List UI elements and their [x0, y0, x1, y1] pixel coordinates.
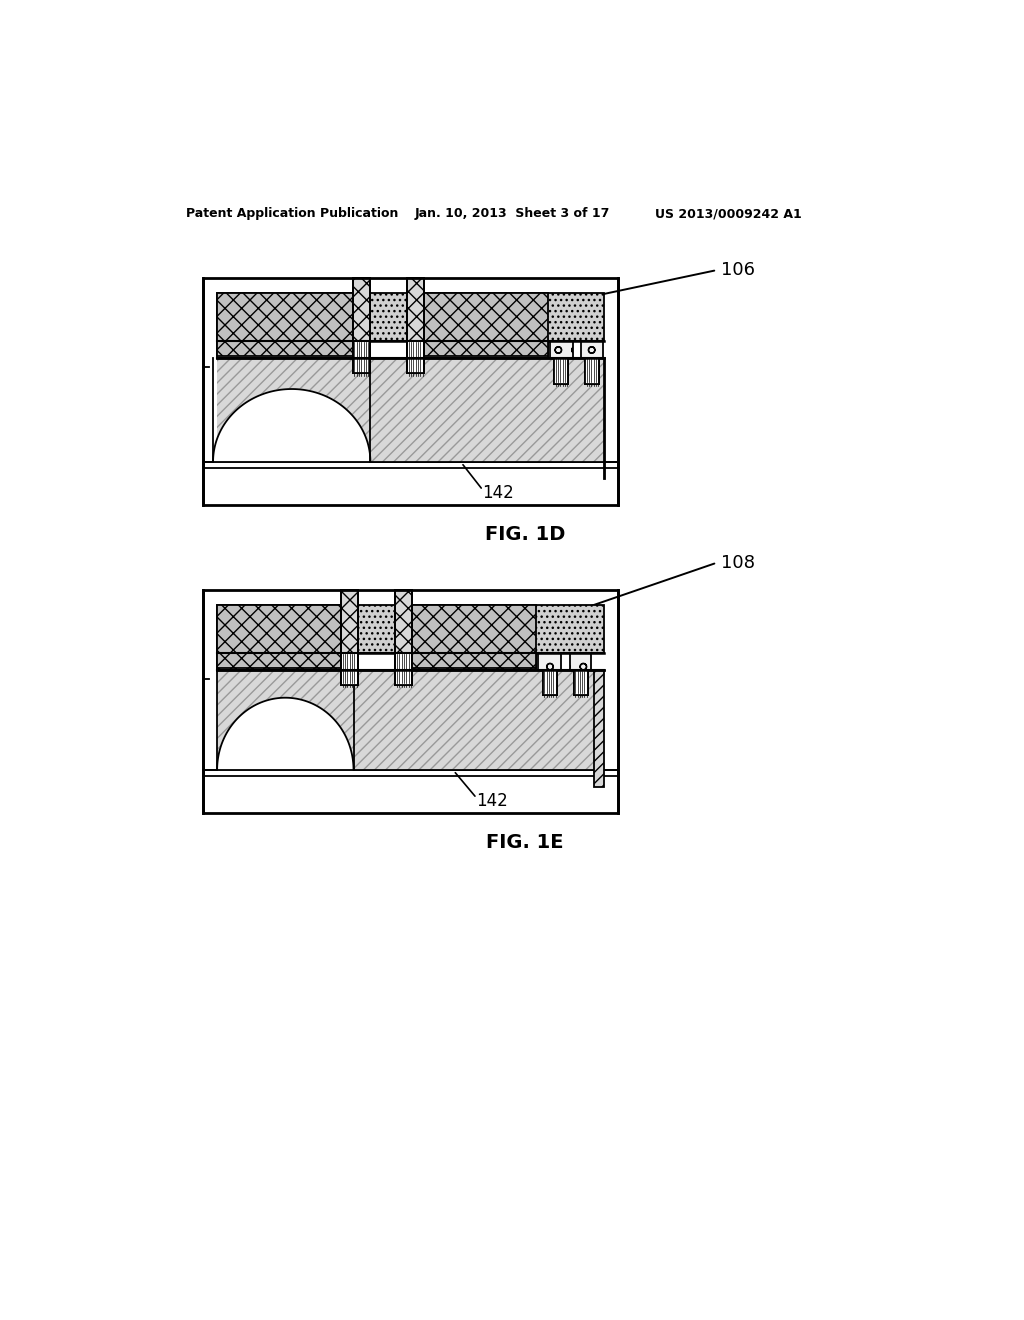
Bar: [543, 669, 557, 694]
Bar: [424, 293, 548, 356]
Text: FIG. 1E: FIG. 1E: [486, 833, 563, 851]
Text: US 2013/0009242 A1: US 2013/0009242 A1: [655, 207, 802, 220]
Bar: [395, 605, 413, 685]
Bar: [217, 293, 352, 356]
Bar: [203, 469, 617, 506]
Bar: [395, 590, 413, 653]
Bar: [203, 358, 617, 462]
Bar: [604, 358, 605, 479]
Bar: [573, 669, 588, 694]
Bar: [217, 293, 604, 341]
Bar: [586, 358, 599, 384]
Bar: [352, 277, 370, 341]
Text: 142: 142: [476, 792, 508, 810]
Bar: [554, 358, 568, 384]
Bar: [217, 341, 352, 358]
Text: 106: 106: [721, 261, 755, 279]
Bar: [407, 277, 424, 341]
Bar: [217, 605, 604, 653]
Bar: [554, 358, 568, 384]
Text: Jan. 10, 2013  Sheet 3 of 17: Jan. 10, 2013 Sheet 3 of 17: [415, 207, 610, 220]
Polygon shape: [213, 389, 371, 462]
Bar: [407, 293, 424, 374]
Bar: [407, 341, 424, 374]
Bar: [550, 341, 572, 358]
Polygon shape: [217, 698, 353, 770]
Bar: [573, 669, 588, 694]
Bar: [582, 341, 603, 358]
Bar: [586, 358, 599, 384]
Bar: [203, 776, 617, 813]
Bar: [341, 590, 358, 653]
Text: 142: 142: [482, 484, 514, 503]
Bar: [569, 653, 592, 669]
Bar: [543, 669, 557, 694]
Text: FIG. 1D: FIG. 1D: [484, 524, 565, 544]
Bar: [217, 605, 341, 668]
Bar: [203, 590, 617, 813]
Bar: [395, 653, 413, 685]
Bar: [413, 653, 537, 669]
Bar: [413, 605, 537, 668]
Bar: [352, 341, 370, 374]
Bar: [203, 277, 617, 504]
Bar: [203, 669, 617, 770]
Bar: [341, 605, 358, 685]
Bar: [594, 669, 604, 787]
Bar: [424, 341, 548, 358]
Bar: [352, 293, 370, 374]
Bar: [217, 669, 604, 770]
Bar: [217, 653, 341, 669]
Bar: [341, 653, 358, 685]
Text: Patent Application Publication: Patent Application Publication: [186, 207, 398, 220]
Bar: [217, 358, 604, 462]
Bar: [538, 653, 561, 669]
Text: 108: 108: [721, 553, 755, 572]
